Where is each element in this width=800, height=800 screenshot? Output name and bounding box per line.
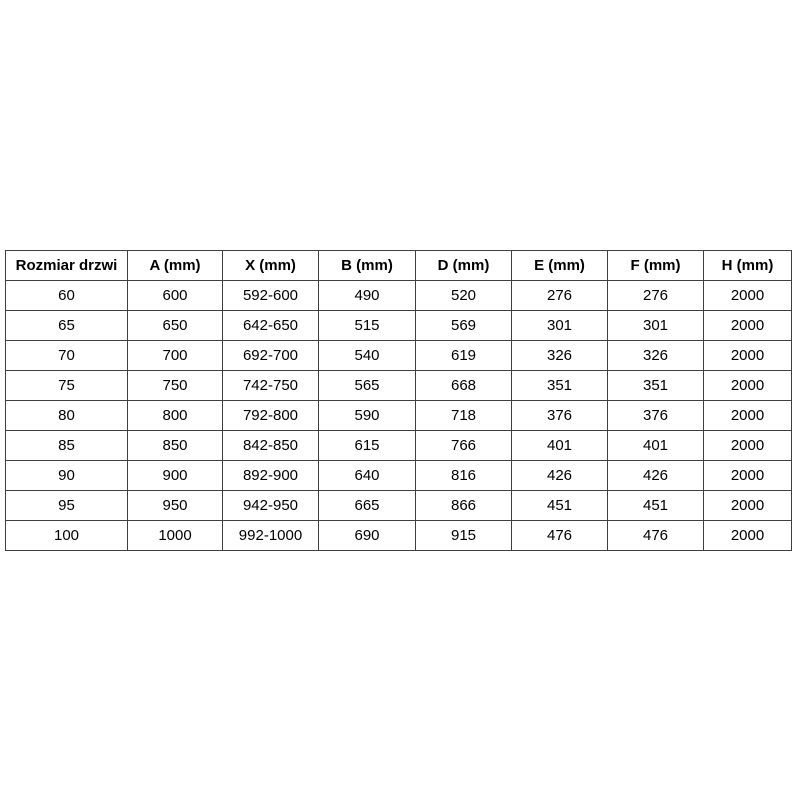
table-row: 65 650 642-650 515 569 301 301 2000 (5, 310, 792, 341)
table-cell: 2000 (703, 460, 792, 491)
table-header: Rozmiar drzwi A (mm) X (mm) B (mm) D (mm) E (… (5, 250, 792, 281)
table-cell: 2000 (703, 340, 792, 371)
table-row: 70 700 692-700 540 619 326 326 2000 (5, 340, 792, 371)
table-cell: 866 (415, 490, 512, 521)
table-cell: 426 (511, 460, 608, 491)
table-cell: 640 (318, 460, 416, 491)
table-cell: 326 (511, 340, 608, 371)
table-cell: 800 (127, 400, 223, 431)
table-row: 95 950 942-950 665 866 451 451 2000 (5, 490, 792, 521)
table-cell: 792-800 (222, 400, 319, 431)
table-cell: 75 (5, 370, 128, 401)
table-cell: 351 (511, 370, 608, 401)
table-cell: 690 (318, 520, 416, 551)
table-cell: 592-600 (222, 280, 319, 311)
table-cell: 276 (607, 280, 704, 311)
column-header: A (mm) (127, 250, 223, 281)
table-cell: 2000 (703, 400, 792, 431)
header-row: Rozmiar drzwi A (mm) X (mm) B (mm) D (mm) E (… (5, 250, 792, 281)
table-cell: 565 (318, 370, 416, 401)
table-cell: 90 (5, 460, 128, 491)
column-header: B (mm) (318, 250, 416, 281)
table-cell: 900 (127, 460, 223, 491)
table-cell: 540 (318, 340, 416, 371)
table-cell: 401 (511, 430, 608, 461)
table-cell: 842-850 (222, 430, 319, 461)
table-cell: 668 (415, 370, 512, 401)
column-header: E (mm) (511, 250, 608, 281)
table-cell: 742-750 (222, 370, 319, 401)
table-cell: 850 (127, 430, 223, 461)
door-size-table: Rozmiar drzwi A (mm) X (mm) B (mm) D (mm) E (… (5, 250, 792, 551)
table-cell: 766 (415, 430, 512, 461)
table-cell: 351 (607, 370, 704, 401)
table-cell: 2000 (703, 280, 792, 311)
table-cell: 276 (511, 280, 608, 311)
table-cell: 60 (5, 280, 128, 311)
table-cell: 100 (5, 520, 128, 551)
table-cell: 816 (415, 460, 512, 491)
table-row: 80 800 792-800 590 718 376 376 2000 (5, 400, 792, 431)
table-cell: 301 (511, 310, 608, 341)
column-header: X (mm) (222, 250, 319, 281)
table-cell: 326 (607, 340, 704, 371)
table-cell: 515 (318, 310, 416, 341)
table-cell: 615 (318, 430, 416, 461)
table-cell: 619 (415, 340, 512, 371)
table-row: 90 900 892-900 640 816 426 426 2000 (5, 460, 792, 491)
table-cell: 85 (5, 430, 128, 461)
table-row: 100 1000 992-1000 690 915 476 476 2000 (5, 520, 792, 551)
table-cell: 569 (415, 310, 512, 341)
table-cell: 600 (127, 280, 223, 311)
table-cell: 451 (607, 490, 704, 521)
column-header: F (mm) (607, 250, 704, 281)
table-cell: 892-900 (222, 460, 319, 491)
table-cell: 1000 (127, 520, 223, 551)
table-cell: 80 (5, 400, 128, 431)
table-cell: 301 (607, 310, 704, 341)
table-cell: 2000 (703, 490, 792, 521)
table-cell: 2000 (703, 310, 792, 341)
table-row: 85 850 842-850 615 766 401 401 2000 (5, 430, 792, 461)
table-cell: 590 (318, 400, 416, 431)
table-cell: 642-650 (222, 310, 319, 341)
table-cell: 692-700 (222, 340, 319, 371)
table-cell: 942-950 (222, 490, 319, 521)
table-cell: 476 (607, 520, 704, 551)
table-cell: 650 (127, 310, 223, 341)
table-cell: 376 (511, 400, 608, 431)
table-cell: 2000 (703, 430, 792, 461)
column-header: Rozmiar drzwi (5, 250, 128, 281)
table-row: 60 600 592-600 490 520 276 276 2000 (5, 280, 792, 311)
column-header: D (mm) (415, 250, 512, 281)
door-size-table-container: Rozmiar drzwi A (mm) X (mm) B (mm) D (mm) E (… (5, 250, 792, 551)
table-cell: 451 (511, 490, 608, 521)
table-cell: 992-1000 (222, 520, 319, 551)
table-cell: 2000 (703, 370, 792, 401)
table-cell: 65 (5, 310, 128, 341)
column-header: H (mm) (703, 250, 792, 281)
table-cell: 520 (415, 280, 512, 311)
table-body: 60 600 592-600 490 520 276 276 2000 65 650 642-650… (5, 280, 792, 551)
table-cell: 401 (607, 430, 704, 461)
table-cell: 376 (607, 400, 704, 431)
table-cell: 915 (415, 520, 512, 551)
table-cell: 490 (318, 280, 416, 311)
table-cell: 700 (127, 340, 223, 371)
table-cell: 2000 (703, 520, 792, 551)
table-cell: 718 (415, 400, 512, 431)
table-cell: 476 (511, 520, 608, 551)
table-cell: 750 (127, 370, 223, 401)
table-cell: 426 (607, 460, 704, 491)
table-cell: 70 (5, 340, 128, 371)
table-cell: 95 (5, 490, 128, 521)
table-row: 75 750 742-750 565 668 351 351 2000 (5, 370, 792, 401)
table-cell: 665 (318, 490, 416, 521)
table-cell: 950 (127, 490, 223, 521)
